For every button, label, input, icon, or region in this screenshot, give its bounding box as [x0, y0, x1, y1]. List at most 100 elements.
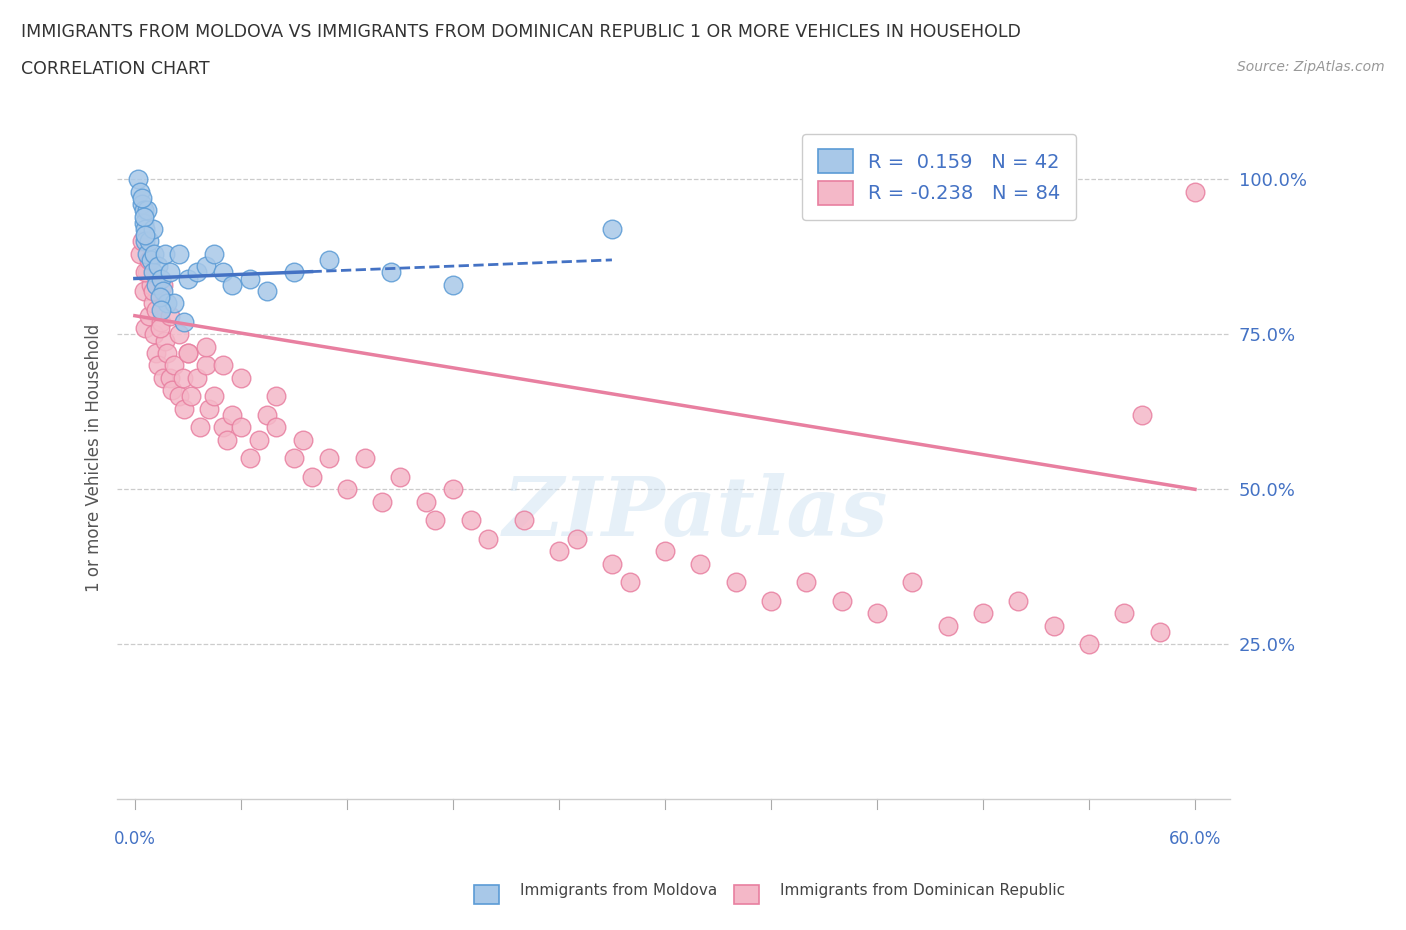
- Point: [831, 593, 853, 608]
- Point: [149, 321, 172, 336]
- Point: [152, 284, 174, 299]
- Point: [477, 531, 499, 546]
- Point: [1042, 618, 1064, 633]
- Point: [1184, 184, 1206, 199]
- Text: CORRELATION CHART: CORRELATION CHART: [21, 60, 209, 78]
- Point: [229, 370, 252, 385]
- Point: [460, 512, 482, 527]
- Point: [149, 289, 172, 304]
- Point: [1114, 606, 1136, 621]
- Point: [131, 191, 153, 206]
- Point: [159, 265, 181, 280]
- Text: Immigrants from Dominican Republic: Immigrants from Dominican Republic: [780, 884, 1066, 898]
- Point: [138, 233, 160, 248]
- Text: 0.0%: 0.0%: [114, 830, 156, 848]
- Point: [134, 221, 156, 236]
- Point: [239, 451, 262, 466]
- Point: [136, 203, 159, 218]
- Point: [138, 252, 160, 267]
- Point: [380, 265, 402, 280]
- Point: [441, 482, 464, 497]
- Point: [901, 575, 924, 590]
- Point: [1078, 637, 1101, 652]
- Text: Immigrants from Moldova: Immigrants from Moldova: [520, 884, 717, 898]
- Point: [194, 259, 217, 273]
- Y-axis label: 1 or more Vehicles in Household: 1 or more Vehicles in Household: [86, 325, 103, 592]
- Bar: [734, 885, 759, 904]
- Point: [153, 333, 176, 348]
- Point: [318, 451, 340, 466]
- Point: [150, 271, 173, 286]
- Point: [138, 308, 160, 323]
- Point: [202, 246, 225, 261]
- Point: [163, 358, 186, 373]
- Text: Source: ZipAtlas.com: Source: ZipAtlas.com: [1237, 60, 1385, 74]
- Point: [283, 265, 305, 280]
- Point: [132, 203, 155, 218]
- Point: [198, 401, 221, 416]
- Point: [150, 314, 173, 329]
- Point: [186, 370, 208, 385]
- Point: [371, 494, 394, 509]
- Point: [172, 370, 194, 385]
- Point: [159, 370, 181, 385]
- Point: [239, 271, 262, 286]
- Point: [1149, 625, 1171, 640]
- Point: [512, 512, 534, 527]
- Point: [143, 246, 166, 261]
- Text: 60.0%: 60.0%: [1168, 830, 1222, 848]
- Point: [202, 389, 225, 404]
- Point: [689, 556, 711, 571]
- Point: [177, 271, 200, 286]
- Point: [212, 358, 235, 373]
- Point: [336, 482, 359, 497]
- Point: [441, 277, 464, 292]
- Legend: R =  0.159   N = 42, R = -0.238   N = 84: R = 0.159 N = 42, R = -0.238 N = 84: [801, 134, 1076, 220]
- Point: [141, 296, 163, 311]
- Point: [247, 432, 270, 447]
- Point: [936, 618, 959, 633]
- Point: [180, 389, 202, 404]
- Point: [212, 419, 235, 434]
- Point: [188, 419, 211, 434]
- Point: [156, 296, 179, 311]
- Point: [866, 606, 889, 621]
- Point: [129, 246, 152, 261]
- Point: [131, 196, 153, 211]
- Point: [146, 259, 169, 273]
- Point: [301, 470, 323, 485]
- Point: [173, 314, 195, 329]
- Point: [291, 432, 314, 447]
- Point: [173, 401, 195, 416]
- Point: [318, 252, 340, 267]
- Point: [212, 265, 235, 280]
- Point: [132, 215, 155, 230]
- Point: [1130, 407, 1153, 422]
- Point: [156, 345, 179, 360]
- Point: [132, 209, 155, 224]
- Point: [145, 302, 167, 317]
- Point: [264, 389, 287, 404]
- Point: [167, 326, 190, 341]
- Point: [229, 419, 252, 434]
- Point: [136, 246, 159, 261]
- Point: [131, 233, 153, 248]
- Point: [143, 326, 166, 341]
- Point: [159, 308, 181, 323]
- Point: [415, 494, 437, 509]
- Point: [548, 544, 571, 559]
- Point: [221, 277, 243, 292]
- Point: [215, 432, 238, 447]
- Text: ZIPatlas: ZIPatlas: [503, 472, 889, 553]
- Point: [134, 228, 156, 243]
- Point: [194, 339, 217, 354]
- Point: [264, 419, 287, 434]
- Point: [186, 265, 208, 280]
- Point: [256, 407, 278, 422]
- Point: [256, 284, 278, 299]
- Point: [654, 544, 676, 559]
- Point: [145, 345, 167, 360]
- Point: [136, 265, 159, 280]
- Point: [167, 246, 190, 261]
- Point: [388, 470, 411, 485]
